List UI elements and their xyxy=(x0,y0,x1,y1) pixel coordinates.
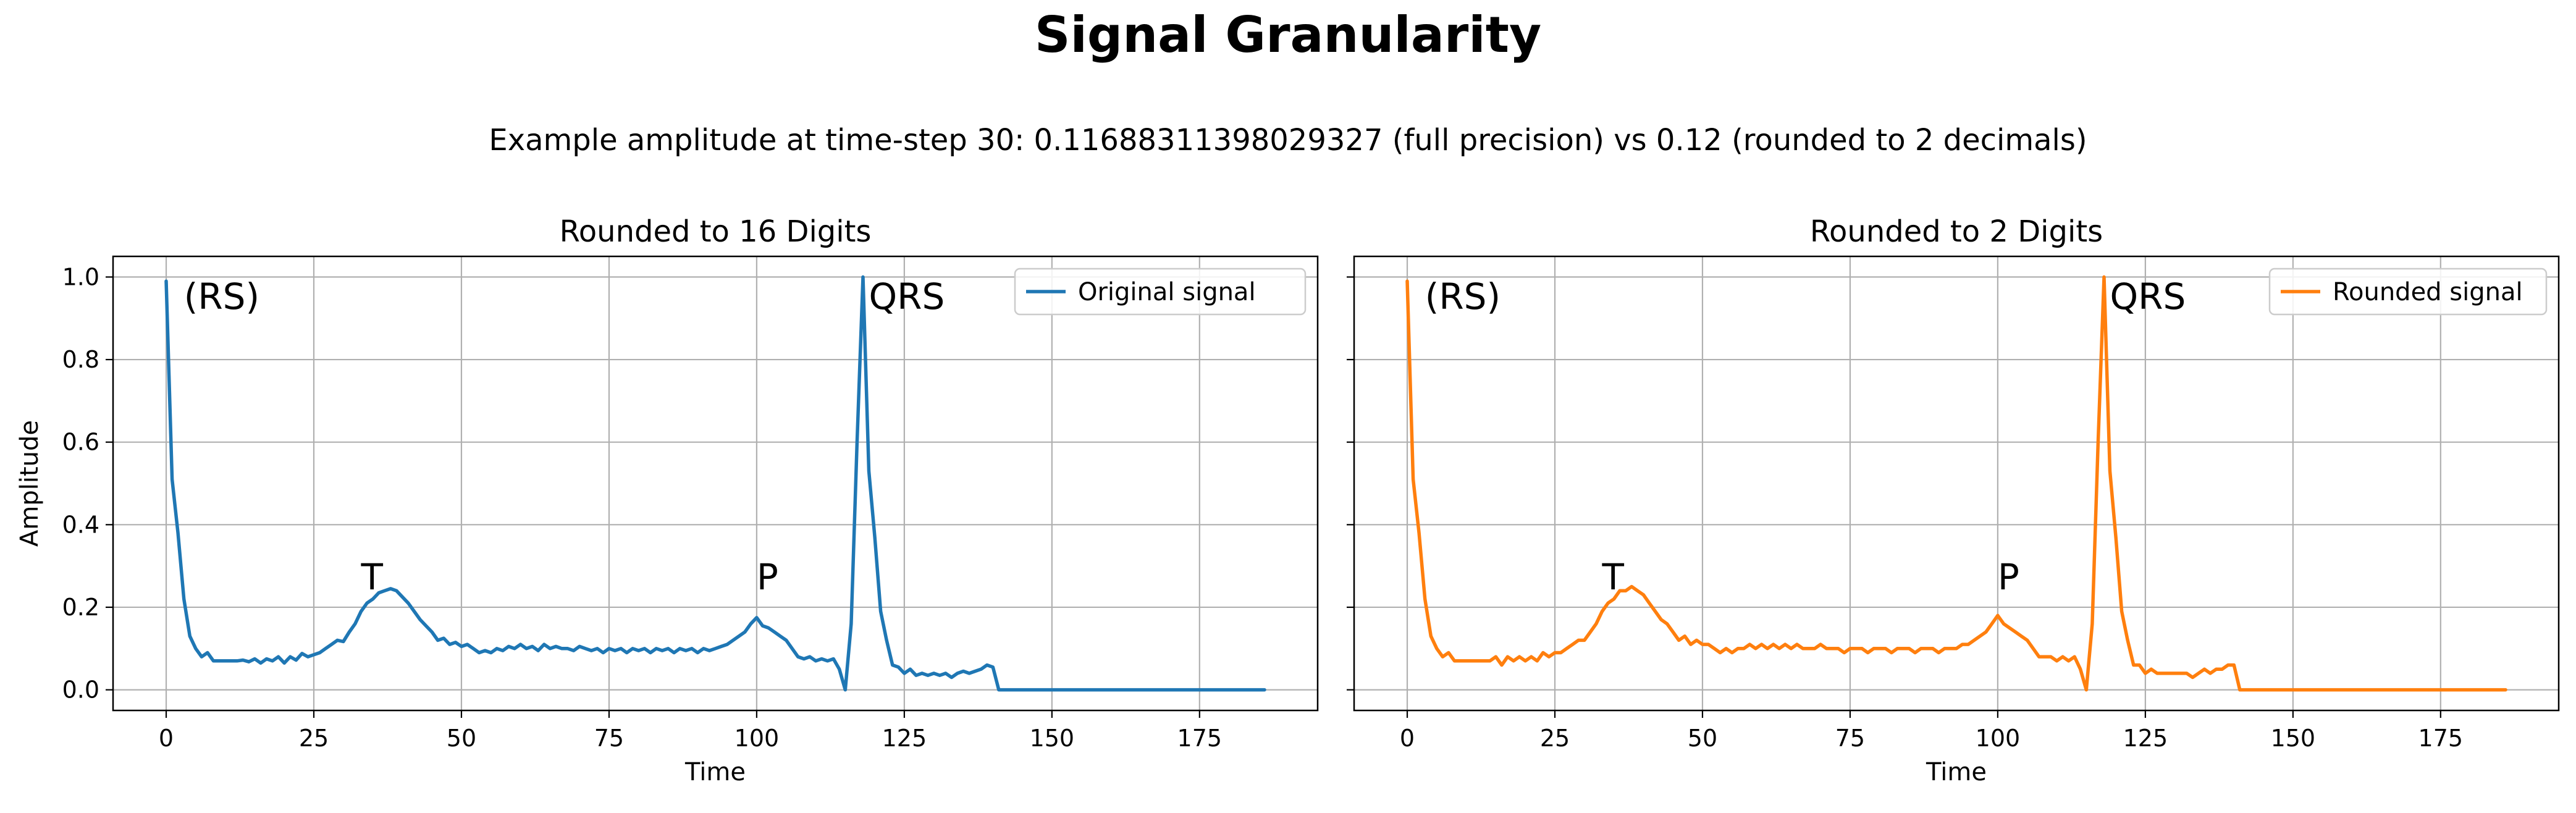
axes-background xyxy=(1354,256,2559,710)
series-line xyxy=(164,275,1266,692)
x-tick-label: 150 xyxy=(2271,725,2316,752)
x-tick-label: 175 xyxy=(2418,725,2464,752)
x-tick-label: 75 xyxy=(1835,725,1865,752)
annotation-label: T xyxy=(1601,556,1624,598)
x-tick-label: 25 xyxy=(299,725,329,752)
x-tick-label: 0 xyxy=(159,725,174,752)
x-tick-label: 100 xyxy=(734,725,780,752)
legend-label: Rounded signal xyxy=(2333,278,2523,306)
figure-title: Signal Granularity xyxy=(1035,6,1541,64)
axes-title: Rounded to 16 Digits xyxy=(560,214,872,249)
legend-box xyxy=(2268,267,2548,316)
y-tick-label: 0.6 xyxy=(62,429,99,456)
figure-subtitle: Example amplitude at time-step 30: 0.116… xyxy=(489,123,2087,158)
annotation-label: P xyxy=(1998,556,2019,598)
annotation-label: T xyxy=(360,556,383,598)
x-tick-label: 50 xyxy=(1688,725,1717,752)
annotation-label: (RS) xyxy=(1425,276,1501,318)
legend-label: Original signal xyxy=(1078,278,1256,306)
axes-frame xyxy=(112,255,1319,712)
legend: Rounded signal xyxy=(2268,267,2548,316)
x-tick-label: 0 xyxy=(1400,725,1415,752)
y-tick-label: 0.0 xyxy=(62,676,99,704)
y-tick-label: 0.4 xyxy=(62,511,99,538)
x-tick-label: 125 xyxy=(2123,725,2168,752)
annotation-label: QRS xyxy=(869,276,945,318)
legend-box xyxy=(1014,267,1307,316)
y-axis-label: Amplitude xyxy=(15,420,44,547)
y-tick-label: 1.0 xyxy=(62,263,99,290)
x-tick-label: 50 xyxy=(447,725,476,752)
legend: Original signal xyxy=(1014,267,1307,316)
axes-background xyxy=(113,256,1318,710)
annotation-label: (RS) xyxy=(184,276,259,318)
x-axis-label: Time xyxy=(684,758,746,786)
series-line xyxy=(1405,275,2507,692)
y-tick-label: 0.8 xyxy=(62,346,99,373)
axes-title: Rounded to 2 Digits xyxy=(1810,214,2103,249)
x-tick-label: 150 xyxy=(1030,725,1075,752)
x-tick-label: 175 xyxy=(1177,725,1223,752)
chart-panel-original: 0 25 50 75 100 125 150 175 0.0 0.2 0.4 0.6 0.8 1.0 (RS… xyxy=(15,214,1319,786)
y-tick-label: 0.2 xyxy=(62,594,99,621)
x-tick-label: 25 xyxy=(1540,725,1570,752)
annotation-label: P xyxy=(757,556,778,598)
x-tick-label: 75 xyxy=(594,725,624,752)
x-tick-label: 125 xyxy=(882,725,927,752)
axes-frame xyxy=(1353,255,2560,712)
x-axis-label: Time xyxy=(1926,758,1987,786)
x-tick-label: 100 xyxy=(1976,725,2021,752)
annotation-label: QRS xyxy=(2110,276,2186,318)
